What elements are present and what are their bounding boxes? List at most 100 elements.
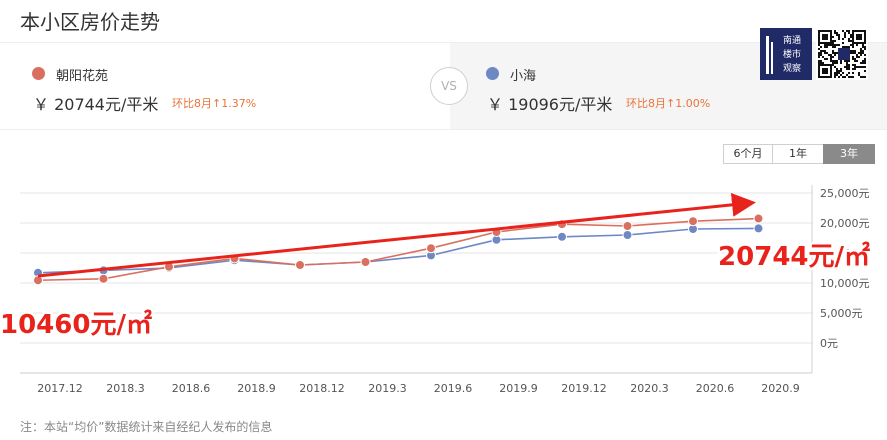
qr-module — [838, 70, 840, 72]
qr-module — [850, 76, 852, 78]
qr-module — [822, 62, 824, 64]
series-line — [37, 217, 759, 282]
qr-module — [836, 68, 838, 70]
qr-module — [852, 46, 854, 48]
qr-module — [860, 48, 862, 50]
qr-module — [834, 60, 836, 62]
qr-module — [848, 40, 850, 42]
qr-module — [832, 56, 834, 58]
qr-finder-core — [856, 34, 862, 40]
qr-module — [844, 32, 846, 34]
qr-module — [860, 50, 862, 52]
qr-module — [822, 56, 824, 58]
qr-module — [848, 30, 850, 32]
qr-module — [854, 52, 856, 54]
qr-module — [840, 62, 842, 64]
qr-module — [836, 74, 838, 76]
qr-module — [836, 52, 838, 54]
qr-module — [852, 68, 854, 70]
qr-module — [820, 54, 822, 56]
qr-module — [844, 36, 846, 38]
qr-module — [818, 54, 820, 56]
x-tick-label: 2018.6 — [172, 382, 211, 395]
x-tick-label: 2020.9 — [761, 382, 800, 395]
qr-module — [838, 38, 840, 40]
qr-module — [858, 56, 860, 58]
qr-module — [832, 50, 834, 52]
comparison-panel: 朝阳花苑 ￥ 20744元/平米 环比8月↑1.37% 小海 ￥ 19096元/… — [0, 42, 887, 130]
qr-module — [830, 44, 832, 46]
qr-module — [836, 72, 838, 74]
qr-code-logo[interactable]: 南通 楼市 观察 — [760, 28, 868, 80]
qr-module — [832, 52, 834, 54]
qr-module — [834, 46, 836, 48]
qr-module — [844, 76, 846, 78]
qr-module — [842, 46, 844, 48]
qr-module — [840, 60, 842, 62]
qr-module — [834, 52, 836, 54]
qr-module — [862, 66, 864, 68]
qr-module — [836, 44, 838, 46]
qr-module — [822, 50, 824, 52]
y-tick-label: 5,000元 — [820, 307, 863, 320]
series-point — [753, 213, 764, 224]
series-point — [295, 260, 305, 270]
qr-module — [834, 62, 836, 64]
qr-module — [824, 52, 826, 54]
qr-module — [858, 72, 860, 74]
qr-module — [844, 46, 846, 48]
qr-module — [838, 72, 840, 74]
qr-module — [842, 38, 844, 40]
qr-module — [852, 52, 854, 54]
qr-module — [860, 54, 862, 56]
qr-module — [830, 58, 832, 60]
left-price-change: 环比8月↑1.37% — [172, 97, 257, 110]
qr-module — [850, 52, 852, 54]
qr-module — [834, 44, 836, 46]
qr-module — [834, 74, 836, 76]
qr-module — [836, 32, 838, 34]
series-point — [360, 257, 371, 267]
qr-module — [848, 46, 850, 48]
qr-module — [818, 48, 820, 50]
qr-module — [838, 36, 840, 38]
qr-module — [820, 62, 822, 64]
qr-module — [862, 60, 864, 62]
qr-module — [858, 66, 860, 68]
x-tick-label: 2019.6 — [434, 382, 473, 395]
range-button-6m[interactable]: 6个月 — [723, 144, 773, 164]
qr-module — [850, 34, 852, 36]
qr-module — [836, 34, 838, 36]
qr-module — [850, 50, 852, 52]
qr-module — [846, 62, 848, 64]
qr-module — [836, 70, 838, 72]
qr-module — [820, 50, 822, 52]
page-title: 本小区房价走势 — [20, 10, 160, 34]
qr-module — [834, 66, 836, 68]
qr-module — [820, 52, 822, 54]
x-tick-label: 2019.12 — [561, 382, 607, 395]
qr-module — [864, 62, 866, 64]
qr-module — [818, 56, 820, 58]
qr-module — [856, 44, 858, 46]
qr-module — [834, 30, 836, 32]
qr-module — [864, 76, 866, 78]
range-button-3y[interactable]: 3年 — [823, 144, 875, 164]
series-point — [426, 243, 436, 254]
qr-module — [830, 56, 832, 58]
qr-module — [850, 44, 852, 46]
y-tick-label: 10,000元 — [820, 277, 870, 290]
qr-module — [832, 64, 834, 66]
qr-module — [854, 50, 856, 52]
range-button-1y[interactable]: 1年 — [772, 144, 824, 164]
qr-module — [848, 38, 850, 40]
qr-module — [842, 30, 844, 32]
qr-module — [864, 66, 866, 68]
qr-module — [826, 44, 828, 46]
qr-module — [848, 76, 850, 78]
x-tick-label: 2017.12 — [37, 382, 83, 395]
qr-module — [848, 32, 850, 34]
qr-module — [834, 76, 836, 78]
qr-module — [832, 40, 834, 42]
qr-module — [860, 76, 862, 78]
